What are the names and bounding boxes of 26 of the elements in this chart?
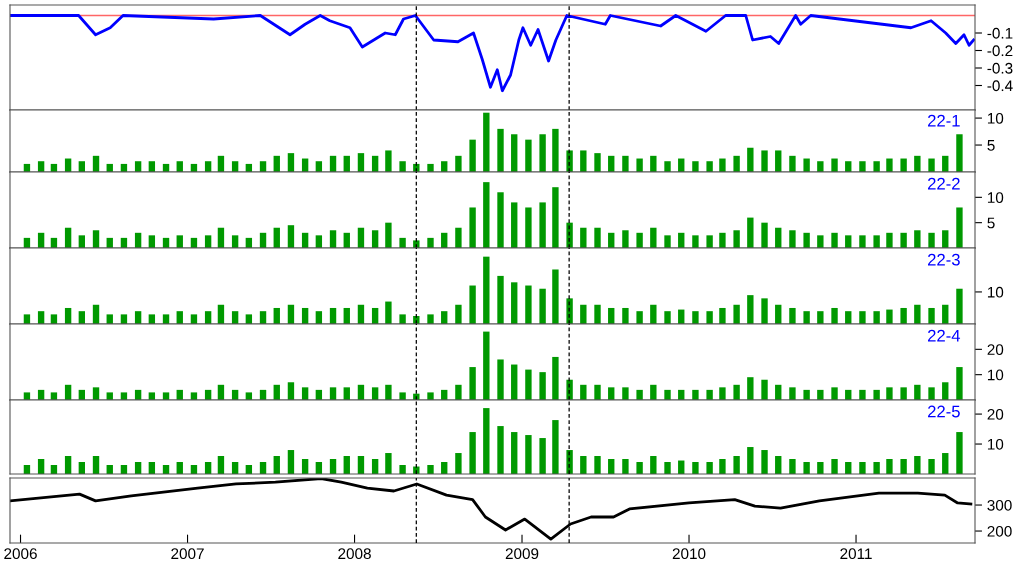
y-tick-label: 10 (987, 286, 1004, 298)
y-tick-label: -0.2 (987, 45, 1013, 57)
x-tick-label: 2007 (171, 548, 204, 560)
y-tick-label: 10 (987, 438, 1004, 450)
y-tick-label: 5 (987, 140, 995, 151)
y-tick-label: 200 (987, 525, 1012, 537)
y-tick-label: -0.4 (987, 80, 1013, 92)
y-tick-label: 300 (987, 499, 1012, 511)
y-tick-label: 20 (987, 408, 1004, 420)
chart-title: 22-2 (928, 177, 960, 190)
x-tick-label: 2008 (338, 548, 371, 560)
chart-title: 22-4 (928, 329, 961, 342)
y-tick-label: 10 (987, 369, 1004, 381)
chart-title: 22-5 (928, 405, 960, 418)
x-tick-label: 2009 (505, 548, 539, 560)
x-tick-label: 2011 (840, 548, 872, 560)
x-tick-label: 2006 (4, 548, 37, 560)
y-tick-label: 10 (987, 192, 1004, 204)
y-tick-label: 5 (987, 217, 995, 229)
x-tick-label: 2010 (672, 548, 706, 560)
chart-title: 22-3 (928, 253, 960, 266)
chart-title: 22-1 (928, 114, 960, 127)
y-tick-label: 10 (987, 112, 1004, 124)
y-tick-label: -0.1 (987, 27, 1013, 39)
y-tick-label: -0.3 (987, 62, 1013, 74)
y-tick-label: 20 (987, 344, 1004, 356)
